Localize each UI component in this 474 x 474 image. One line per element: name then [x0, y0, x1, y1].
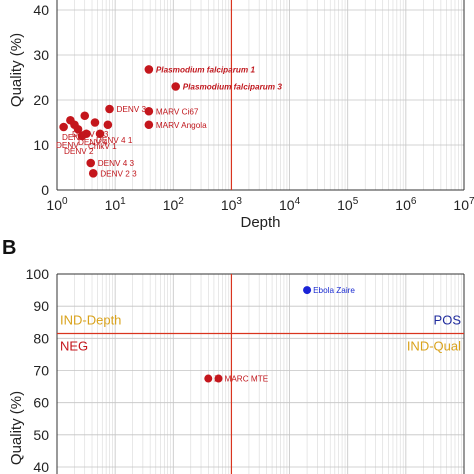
y-tick-label: 100 [26, 266, 50, 282]
data-point [88, 169, 98, 178]
y-tick-label: 80 [33, 330, 49, 346]
cluster-label: DENV [62, 133, 85, 142]
data-point [105, 104, 114, 114]
chart-a: 01020304050100101102103104105106107Depth… [8, 0, 474, 231]
data-point [144, 106, 154, 116]
cluster-label: DENV 4 1 [96, 136, 133, 145]
cluster-label: DENV 2 [64, 147, 94, 156]
data-point [86, 158, 96, 168]
cluster-label: DENV [56, 141, 79, 150]
point-label: DENV 2 3 [100, 169, 137, 178]
data-point [90, 118, 100, 127]
x-tick-label: 106 [395, 196, 417, 213]
x-axis-label: Depth [240, 214, 280, 231]
data-point [171, 82, 180, 91]
panel-label: B [2, 237, 16, 259]
y-tick-label: 40 [33, 459, 49, 474]
quadrant-label-pos: POS [434, 313, 462, 328]
data-point [95, 129, 105, 139]
y-tick-label: 0 [41, 182, 49, 198]
x-tick-label: 105 [337, 196, 359, 213]
data-point [73, 124, 83, 134]
data-point [214, 374, 223, 383]
y-tick-label: 50 [33, 427, 49, 443]
chart-b: B 40 50 60 70 80 90 100 Quality (%) IND-Depth POS N… [2, 237, 465, 474]
y-tick-label: 60 [33, 395, 49, 411]
point-label: DENV 4 3 [98, 159, 135, 168]
point-label: DENV 3 [117, 105, 147, 114]
data-point [59, 122, 68, 132]
quadrant-label-ind-depth: IND-Depth [60, 313, 121, 328]
x-tick-label: 102 [163, 196, 185, 213]
x-tick-label: 103 [221, 196, 243, 213]
y-tick-label: 10 [33, 137, 49, 153]
data-point [103, 120, 113, 130]
y-tick-label: 20 [33, 92, 49, 108]
point-label: MARV Angola [156, 121, 207, 130]
data-point [144, 65, 154, 74]
point-label: MARV Ci67 [156, 107, 199, 116]
cluster-label: ChikV 1 [88, 142, 117, 151]
point-label: Plasmodium falciparum 3 [183, 83, 283, 92]
point-label: Ebola Zaire [313, 286, 355, 295]
data-point [144, 120, 154, 130]
y-axis-label: Quality (%) [8, 391, 25, 465]
x-tick-label: 107 [453, 196, 474, 213]
cluster-label: DENV 1 3 [72, 130, 109, 139]
quadrant-label-neg: NEG [60, 339, 88, 354]
quadrant-label-ind-qual: IND-Qual [407, 339, 461, 354]
data-point [303, 286, 312, 295]
y-tick-label: 30 [33, 47, 49, 63]
cluster-label: DENV 4 [78, 138, 108, 147]
x-tick-label: 100 [46, 196, 68, 213]
x-tick-label: 104 [279, 196, 301, 213]
x-tick-label: 101 [105, 196, 127, 213]
data-point [77, 131, 87, 141]
y-tick-label: 90 [33, 298, 49, 314]
point-label: MARC MTE [225, 375, 269, 384]
data-point [204, 374, 213, 383]
y-axis-label: Quality (%) [8, 33, 25, 107]
y-tick-label: 70 [33, 363, 49, 379]
point-label: Plasmodium falciparum 1 [156, 65, 256, 74]
data-point [80, 111, 90, 121]
y-tick-label: 40 [33, 2, 49, 18]
